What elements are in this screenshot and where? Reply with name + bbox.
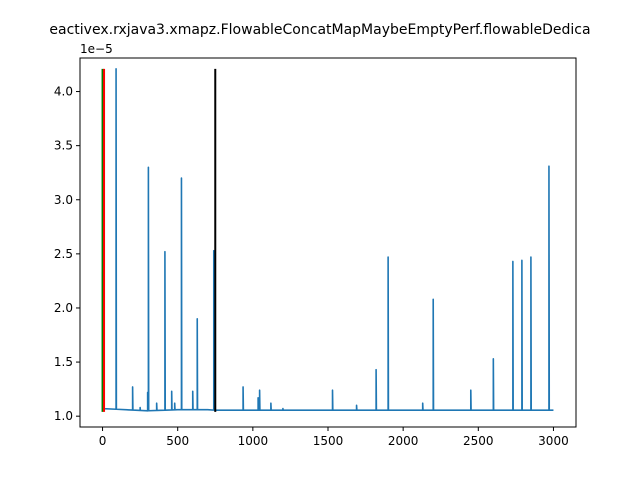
x-tick-label: 2000 — [388, 434, 419, 448]
x-tick-label: 1000 — [238, 434, 269, 448]
plot-frame — [79, 57, 577, 428]
x-tick-label: 2500 — [463, 434, 494, 448]
y-tick-label: 3.5 — [54, 139, 73, 153]
x-tick-label: 1500 — [313, 434, 344, 448]
y-tick-label: 3.0 — [54, 193, 73, 207]
y-tick-label: 2.0 — [54, 301, 73, 315]
x-tick-label: 3000 — [538, 434, 569, 448]
plot-marks — [101, 68, 554, 412]
y-tick-label: 4.0 — [54, 85, 73, 99]
x-tick-label: 0 — [99, 434, 107, 448]
y-tick-label: 2.5 — [54, 247, 73, 261]
y-axis: 1.0 1.5 2.0 2.5 3.0 3.5 4.0 — [54, 85, 80, 423]
x-axis: 0 500 1000 1500 2000 2500 3000 — [99, 427, 569, 448]
y-tick-label: 1.0 — [54, 409, 73, 423]
y-offset-label: 1e−5 — [80, 42, 113, 56]
x-tick-label: 500 — [166, 434, 189, 448]
series-line-0 — [101, 68, 554, 412]
chart-title: eactivex.rxjava3.xmapz.FlowableConcatMap… — [49, 22, 590, 38]
y-tick-label: 1.5 — [54, 355, 73, 369]
